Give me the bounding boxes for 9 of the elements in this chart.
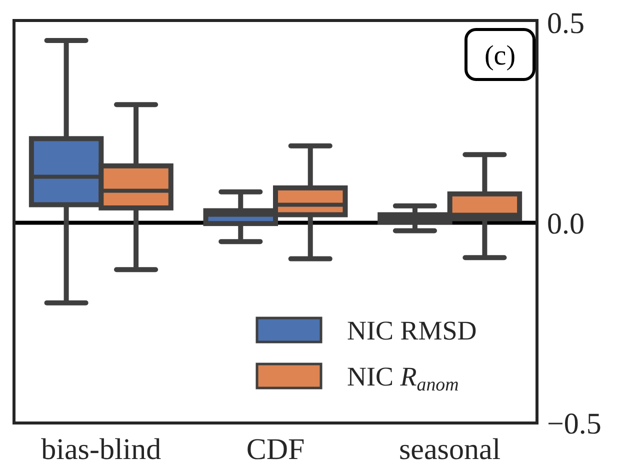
y-tick-label: 0.0 bbox=[547, 207, 584, 240]
x-tick-label: CDF bbox=[246, 433, 305, 466]
y-tick-label: −0.5 bbox=[547, 408, 602, 440]
legend-label: NIC R$_{anom}$ bbox=[347, 361, 459, 396]
legend-label: NIC RMSD bbox=[347, 315, 477, 346]
x-tick-label: bias-blind bbox=[41, 433, 162, 466]
x-tick-label: seasonal bbox=[399, 433, 501, 466]
y-tick-label: 0.5 bbox=[547, 7, 584, 40]
annotation: (c) bbox=[484, 40, 516, 72]
